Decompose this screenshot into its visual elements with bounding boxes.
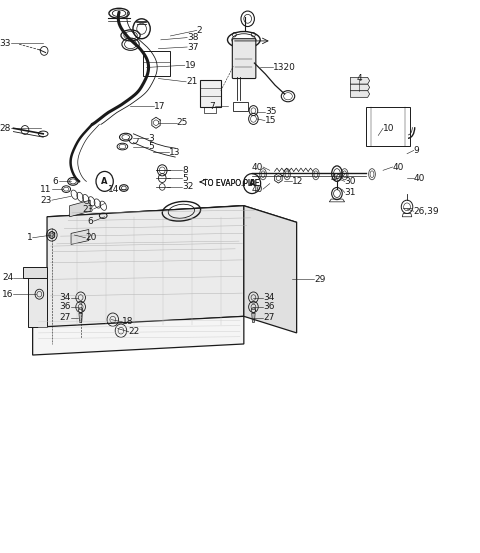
Polygon shape — [244, 206, 297, 333]
Text: 4: 4 — [356, 74, 362, 83]
Text: 27: 27 — [263, 314, 275, 322]
Text: 33: 33 — [0, 39, 11, 48]
Text: 9: 9 — [414, 146, 420, 155]
Text: 1320: 1320 — [273, 63, 296, 72]
Text: 36: 36 — [263, 302, 275, 311]
Polygon shape — [350, 84, 370, 91]
Text: 7: 7 — [209, 102, 215, 111]
Text: 25: 25 — [177, 118, 188, 127]
Text: 6: 6 — [53, 177, 59, 186]
Text: 34: 34 — [263, 293, 275, 302]
Text: A: A — [249, 179, 255, 188]
Text: 10: 10 — [383, 124, 395, 133]
Text: 21: 21 — [186, 77, 198, 86]
Text: 22: 22 — [129, 327, 140, 336]
Text: 31: 31 — [345, 188, 356, 197]
Polygon shape — [350, 91, 370, 97]
Polygon shape — [47, 206, 244, 327]
Text: 26,39: 26,39 — [414, 207, 439, 216]
Text: 23: 23 — [40, 196, 52, 205]
Polygon shape — [23, 267, 47, 278]
Text: 29: 29 — [314, 275, 326, 284]
Polygon shape — [33, 316, 244, 355]
Text: TO EVAPO.PIPE: TO EVAPO.PIPE — [203, 179, 259, 188]
Text: 20: 20 — [85, 233, 97, 242]
Text: 28: 28 — [0, 124, 11, 133]
Text: 19: 19 — [185, 61, 196, 70]
Text: 34: 34 — [60, 293, 71, 302]
Text: 2: 2 — [197, 26, 203, 35]
Text: 8: 8 — [182, 166, 188, 175]
Text: 6: 6 — [88, 217, 94, 226]
Text: 35: 35 — [265, 107, 276, 116]
Text: 3: 3 — [148, 134, 154, 143]
Polygon shape — [52, 217, 287, 244]
Polygon shape — [200, 80, 221, 107]
Polygon shape — [47, 206, 297, 233]
Text: 15: 15 — [265, 116, 276, 125]
Text: 23: 23 — [82, 205, 94, 213]
Text: 27: 27 — [60, 314, 71, 322]
Text: 40: 40 — [252, 185, 263, 194]
Polygon shape — [350, 77, 370, 84]
Text: A: A — [101, 177, 108, 186]
Text: 18: 18 — [122, 317, 134, 326]
Text: 40: 40 — [330, 174, 342, 182]
Text: 40: 40 — [252, 163, 263, 171]
Text: 5: 5 — [148, 142, 154, 151]
Text: 11: 11 — [40, 185, 52, 194]
FancyBboxPatch shape — [232, 39, 256, 79]
Text: 13: 13 — [169, 148, 180, 156]
Text: 40: 40 — [393, 163, 404, 171]
Text: 37: 37 — [187, 43, 199, 51]
Text: 17: 17 — [154, 102, 165, 111]
Text: 40: 40 — [414, 174, 425, 182]
Text: TO EVAPO.PIPE: TO EVAPO.PIPE — [203, 179, 259, 188]
Polygon shape — [70, 200, 90, 217]
Polygon shape — [71, 229, 89, 244]
Polygon shape — [28, 278, 47, 327]
Text: 14: 14 — [108, 185, 119, 194]
Text: 30: 30 — [345, 177, 356, 186]
Text: 16: 16 — [2, 290, 13, 299]
Text: 32: 32 — [182, 182, 194, 191]
Text: 1: 1 — [27, 233, 33, 242]
Text: 12: 12 — [292, 177, 303, 186]
Text: 5: 5 — [182, 174, 188, 182]
Text: 36: 36 — [60, 302, 71, 311]
Text: 24: 24 — [2, 273, 13, 282]
Text: 38: 38 — [187, 33, 199, 42]
